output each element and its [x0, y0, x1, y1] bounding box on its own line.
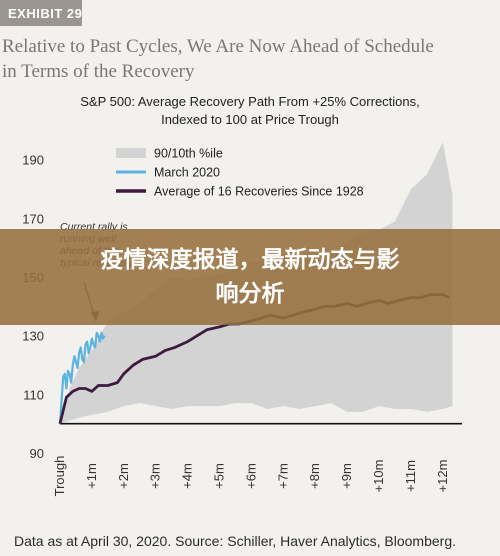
x-tick-label: +10m	[371, 460, 386, 493]
legend-band-label: 90/10th %ile	[154, 147, 223, 161]
x-tick-label: Trough	[52, 456, 67, 497]
x-tick-label: +11m	[403, 460, 418, 492]
exhibit-badge-label: EXHIBIT 29	[8, 6, 83, 21]
y-tick-label: 190	[22, 153, 44, 168]
chart-title: S&P 500: Average Recovery Path From +25%…	[40, 93, 460, 129]
y-tick-label: 90	[30, 446, 44, 461]
exhibit-title-line-2: in Terms of the Recovery	[2, 61, 195, 82]
overlay-banner-line-1: 疫情深度报道，最新动态与影	[100, 247, 400, 273]
y-tick-label: 110	[23, 387, 44, 402]
chart-title-line-2: Indexed to 100 at Price Trough	[161, 112, 339, 127]
x-tick-label: +2m	[116, 463, 131, 489]
series-line-march-2020	[58, 331, 106, 424]
y-tick-label: 170	[22, 211, 44, 226]
x-tick-label: +12m	[435, 460, 450, 493]
overlay-banner-text: 疫情深度报道，最新动态与影 响分析	[0, 243, 500, 311]
x-tick-label: +1m	[84, 463, 99, 489]
x-tick-label: +9m	[339, 463, 354, 489]
x-tick-label: +7m	[275, 463, 290, 489]
legend-march-2020-label: March 2020	[154, 166, 220, 180]
x-tick-label: +6m	[243, 463, 258, 489]
exhibit-title: Relative to Past Cycles, We Are Now Ahea…	[2, 34, 497, 84]
exhibit-title-line-1: Relative to Past Cycles, We Are Now Ahea…	[2, 36, 434, 57]
x-tick-label: +4m	[180, 463, 195, 489]
x-tick-label: +5m	[212, 463, 227, 489]
x-tick-label: +3m	[148, 463, 163, 489]
x-tick-label: +8m	[307, 463, 322, 489]
exhibit-badge	[0, 0, 82, 26]
overlay-banner	[0, 229, 500, 325]
legend-band-swatch	[116, 148, 146, 158]
legend-average-label: Average of 16 Recoveries Since 1928	[154, 185, 364, 199]
y-tick-label: 130	[22, 329, 44, 344]
recovery-path-chart: 90110130150170190Trough+1m+2m+3m+4m+5m+6…	[22, 142, 462, 497]
source-footnote: Data as at April 30, 2020. Source: Schil…	[14, 533, 457, 549]
chart-title-line-1: S&P 500: Average Recovery Path From +25%…	[80, 94, 420, 109]
overlay-banner-line-2: 响分析	[215, 281, 285, 307]
